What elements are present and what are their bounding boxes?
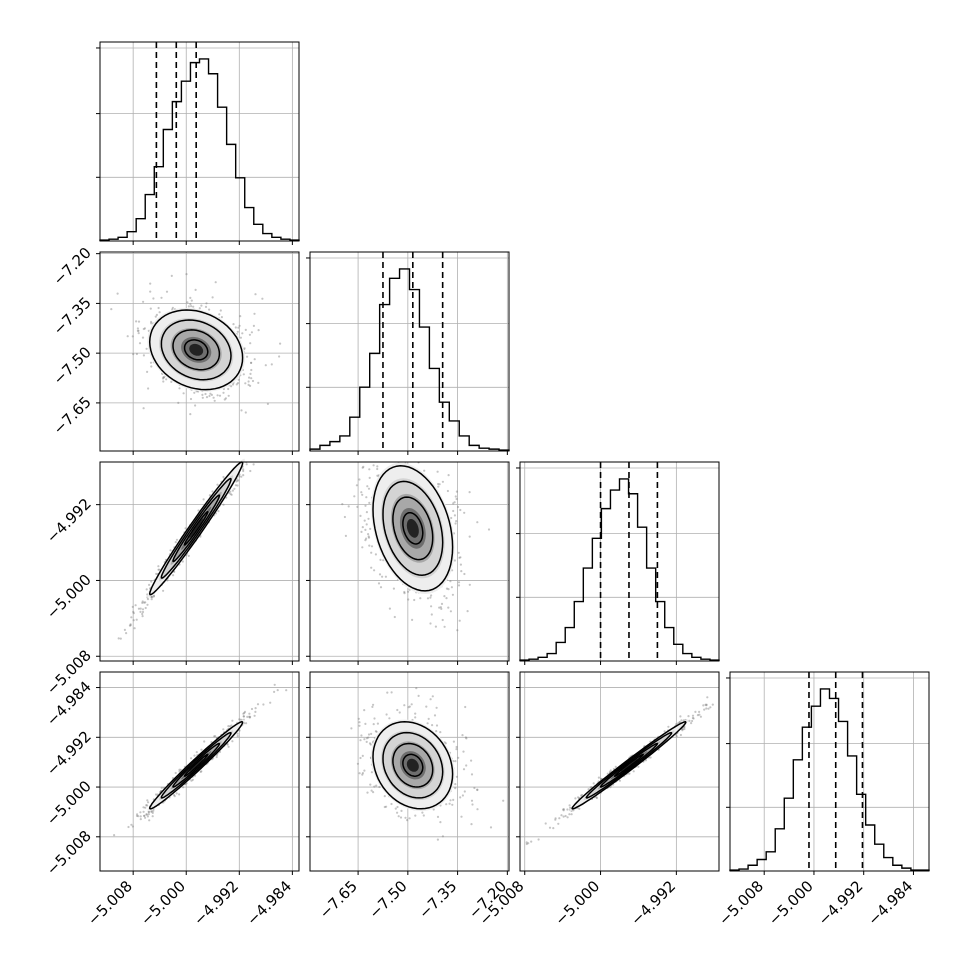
contour-line	[614, 753, 645, 778]
y-tick-label: −4.992	[43, 495, 95, 547]
contour-line	[148, 309, 244, 391]
y-tick-label: −5.000	[43, 571, 95, 623]
y-tick-label: −5.000	[43, 777, 95, 829]
panel-frame	[519, 671, 720, 872]
contour-line	[402, 753, 424, 777]
density-band	[189, 518, 204, 539]
y-tick-label: −7.50	[50, 343, 95, 388]
scatter-panel-1-0	[96, 251, 300, 455]
histogram-step	[519, 478, 720, 661]
x-tick-label: −4.992	[815, 877, 867, 929]
contour-line	[160, 731, 232, 799]
histogram-panel-2	[516, 461, 720, 665]
x-tick-label: −7.65	[316, 877, 361, 922]
scatter-panel-2-1	[306, 461, 510, 665]
density-band	[189, 758, 204, 772]
contour-line	[160, 477, 232, 579]
contour-line	[172, 742, 221, 788]
x-tick-label: −5.000	[137, 877, 189, 929]
scatter-panel-3-1	[306, 671, 510, 875]
panel-frame	[729, 671, 930, 872]
y-tick-label: −4.992	[43, 727, 95, 779]
contour-line	[599, 742, 659, 788]
x-tick-label: −7.35	[415, 877, 460, 922]
panel-frame	[99, 461, 300, 662]
histogram-step	[309, 268, 510, 451]
panel-frame	[99, 251, 300, 452]
contour-line	[172, 329, 221, 371]
contour-line	[571, 721, 687, 810]
panel-frame	[309, 461, 510, 662]
x-tick-label: −4.992	[627, 877, 679, 929]
panel-frame	[99, 41, 300, 242]
x-tick-label: −5.008	[84, 877, 136, 929]
contour-line	[392, 742, 434, 788]
x-tick-label: −5.000	[551, 877, 603, 929]
y-tick-label: −7.20	[50, 244, 95, 289]
y-tick-label: −7.65	[50, 393, 95, 438]
contour-line	[148, 721, 244, 810]
contour-line	[372, 465, 454, 592]
density-band	[406, 758, 419, 772]
histogram-panel-1	[306, 251, 510, 455]
contour-line	[402, 511, 424, 545]
histogram-step	[729, 688, 930, 871]
panel-frame	[99, 671, 300, 872]
scatter-panel-2-0	[96, 458, 300, 665]
histogram-panel-0	[96, 41, 300, 245]
contour-line	[183, 339, 209, 361]
y-tick-label: −7.35	[50, 294, 95, 339]
histogram-step	[99, 58, 300, 241]
x-tick-label: −7.50	[365, 877, 410, 922]
density-band	[406, 519, 419, 538]
contour-line	[382, 731, 444, 799]
contour-line	[148, 461, 244, 596]
density-band	[620, 758, 638, 772]
scatter-panel-3-2	[516, 671, 720, 875]
contour-line	[392, 496, 434, 561]
contour-line	[160, 319, 232, 381]
contour-line	[172, 494, 221, 563]
y-tick-label: −5.008	[43, 827, 95, 879]
x-tick-label: −4.984	[864, 877, 916, 929]
x-tick-label: −4.984	[243, 877, 295, 929]
panel-frame	[309, 671, 510, 872]
contour-line	[372, 721, 454, 810]
scatter-points	[341, 462, 491, 661]
x-tick-label: −5.008	[715, 877, 767, 929]
panel-frame	[309, 251, 510, 452]
x-tick-label: −4.992	[190, 877, 242, 929]
contour-line	[585, 731, 673, 799]
contour-line	[183, 511, 209, 546]
panel-frame	[519, 461, 720, 662]
scatter-panel-3-0	[96, 671, 300, 875]
density-band	[189, 343, 204, 356]
contour-line	[183, 753, 209, 778]
contour-line	[382, 480, 444, 576]
x-tick-label: −5.000	[765, 877, 817, 929]
histogram-panel-3	[726, 671, 930, 875]
